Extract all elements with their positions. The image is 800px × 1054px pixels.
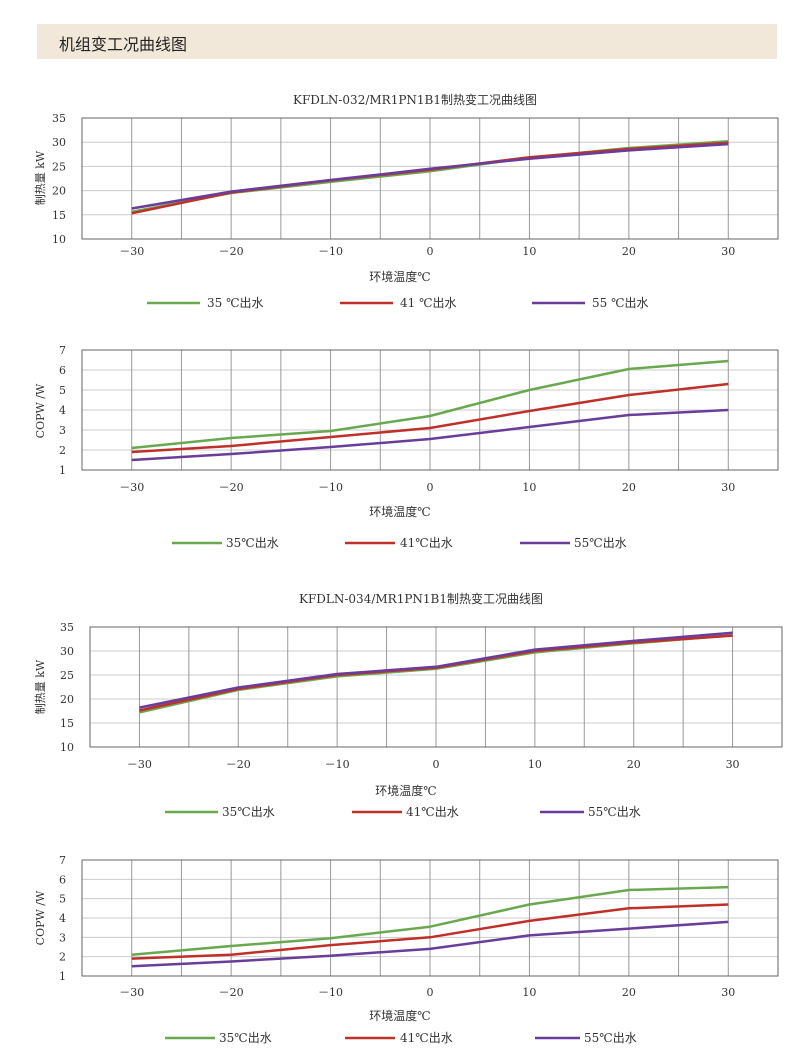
y-tick-label: 2	[59, 444, 66, 457]
y-tick-label: 7	[59, 344, 66, 357]
y-tick-label: 25	[52, 160, 66, 173]
series-line-3	[131, 408, 729, 462]
x-tick-label: －10	[325, 758, 350, 771]
x-tick-label: 0	[427, 245, 434, 258]
x-tick-label: 10	[522, 245, 536, 258]
y-tick-label: 1	[59, 464, 66, 477]
x-tick-label: 20	[622, 245, 636, 258]
series-line-1	[131, 359, 729, 450]
plot-frame	[81, 859, 779, 977]
x-tick-label: 30	[721, 986, 735, 999]
legend-label-1: 35 ℃出水	[207, 296, 264, 310]
x-axis-title: 环境温度℃	[369, 1008, 430, 1023]
x-tick-label: 20	[622, 986, 636, 999]
x-tick-label: 20	[627, 758, 641, 771]
x-tick-label: 0	[433, 758, 440, 771]
legend-label-2: 41 ℃出水	[400, 296, 457, 310]
y-tick-label: 25	[60, 669, 74, 682]
y-tick-label: 2	[59, 951, 66, 964]
x-tick-label: －20	[219, 245, 244, 258]
x-tick-label: 30	[721, 245, 735, 258]
y-axis-title: COPW /W	[34, 890, 47, 945]
y-axis-title: 制热量 kW	[34, 150, 47, 205]
x-tick-label: －30	[127, 758, 152, 771]
y-tick-label: 5	[59, 384, 66, 397]
y-tick-label: 5	[59, 893, 66, 906]
legend-label-2: 41℃出水	[400, 536, 453, 550]
plot-frame	[81, 117, 779, 240]
x-tick-label: 30	[721, 481, 735, 494]
series-line-3	[131, 920, 729, 968]
y-tick-label: 4	[59, 912, 66, 925]
legend-label-3: 55℃出水	[584, 1031, 637, 1045]
x-tick-label: －10	[318, 986, 343, 999]
x-axis-title: 环境温度℃	[375, 783, 436, 798]
chart-heating-032: KFDLN-032/MR1PN1B1制热变工况曲线图 10 15 20 25 30 35 －3…	[34, 92, 779, 310]
y-tick-label: 7	[59, 854, 66, 867]
y-tick-label: 30	[60, 645, 74, 658]
x-tick-label: －30	[119, 986, 144, 999]
chart-title: KFDLN-032/MR1PN1B1制热变工况曲线图	[293, 92, 537, 107]
chart-heating-034: KFDLN-034/MR1PN1B1制热变工况曲线图 10 15 20 25 30 35 －3…	[34, 591, 783, 819]
y-tick-label: 30	[52, 136, 66, 149]
series-line-1	[131, 885, 729, 956]
legend-label-3: 55℃出水	[574, 536, 627, 550]
y-tick-label: 3	[59, 931, 66, 944]
legend-label-1: 35℃出水	[226, 536, 279, 550]
x-tick-label: －30	[119, 245, 144, 258]
x-tick-label: －30	[119, 481, 144, 494]
x-tick-label: 10	[528, 758, 542, 771]
y-tick-label: 15	[52, 209, 66, 222]
series-line-2	[131, 382, 729, 454]
x-tick-label: 10	[522, 986, 536, 999]
chart-cop-034: 1 2 3 4 5 6 7 －30 －20 －10 0 10 20 30 环境温度℃ COPW /W 35℃出水…	[34, 854, 779, 1045]
section-header: 机组变工况曲线图	[37, 24, 777, 59]
page-title: 机组变工况曲线图	[59, 35, 188, 54]
chart-cop-032: 1 2 3 4 5 6 7 －30 －20 －10 0 10 20 30 环境温度℃ COPW /W 35℃出水…	[34, 344, 779, 550]
legend-label-2: 41℃出水	[400, 1031, 453, 1045]
x-tick-label: －20	[219, 481, 244, 494]
chart-title: KFDLN-034/MR1PN1B1制热变工况曲线图	[299, 591, 543, 606]
y-tick-label: 4	[59, 404, 66, 417]
legend-label-1: 35℃出水	[222, 805, 275, 819]
series-line-3	[131, 142, 729, 210]
plot-frame	[81, 349, 779, 471]
x-tick-label: 10	[522, 481, 536, 494]
y-axis-title: 制热量 kW	[34, 659, 47, 714]
x-tick-label: －20	[219, 986, 244, 999]
y-axis-title: COPW /W	[34, 383, 47, 438]
y-tick-label: 35	[60, 621, 74, 634]
x-tick-label: －10	[318, 245, 343, 258]
legend-label-1: 35℃出水	[219, 1031, 272, 1045]
x-tick-label: －10	[318, 481, 343, 494]
x-axis-title: 环境温度℃	[369, 504, 430, 519]
x-tick-label: 20	[622, 481, 636, 494]
series-line-3	[139, 631, 733, 709]
x-tick-label: 30	[726, 758, 740, 771]
y-tick-label: 6	[59, 364, 66, 377]
y-tick-label: 3	[59, 424, 66, 437]
y-tick-label: 20	[52, 185, 66, 198]
series-line-2	[131, 903, 729, 960]
legend-label-3: 55 ℃出水	[592, 296, 649, 310]
y-tick-label: 6	[59, 873, 66, 886]
y-tick-label: 20	[60, 693, 74, 706]
y-tick-label: 35	[52, 112, 66, 125]
x-tick-label: 0	[427, 986, 434, 999]
y-tick-label: 1	[59, 970, 66, 983]
legend-label-2: 41℃出水	[406, 805, 459, 819]
y-tick-label: 15	[60, 717, 74, 730]
x-tick-label: 0	[427, 481, 434, 494]
legend-label-3: 55℃出水	[588, 805, 641, 819]
y-tick-label: 10	[52, 233, 66, 246]
y-tick-label: 10	[60, 741, 74, 754]
x-axis-title: 环境温度℃	[369, 269, 430, 284]
x-tick-label: －20	[226, 758, 251, 771]
plot-frame	[89, 626, 783, 748]
